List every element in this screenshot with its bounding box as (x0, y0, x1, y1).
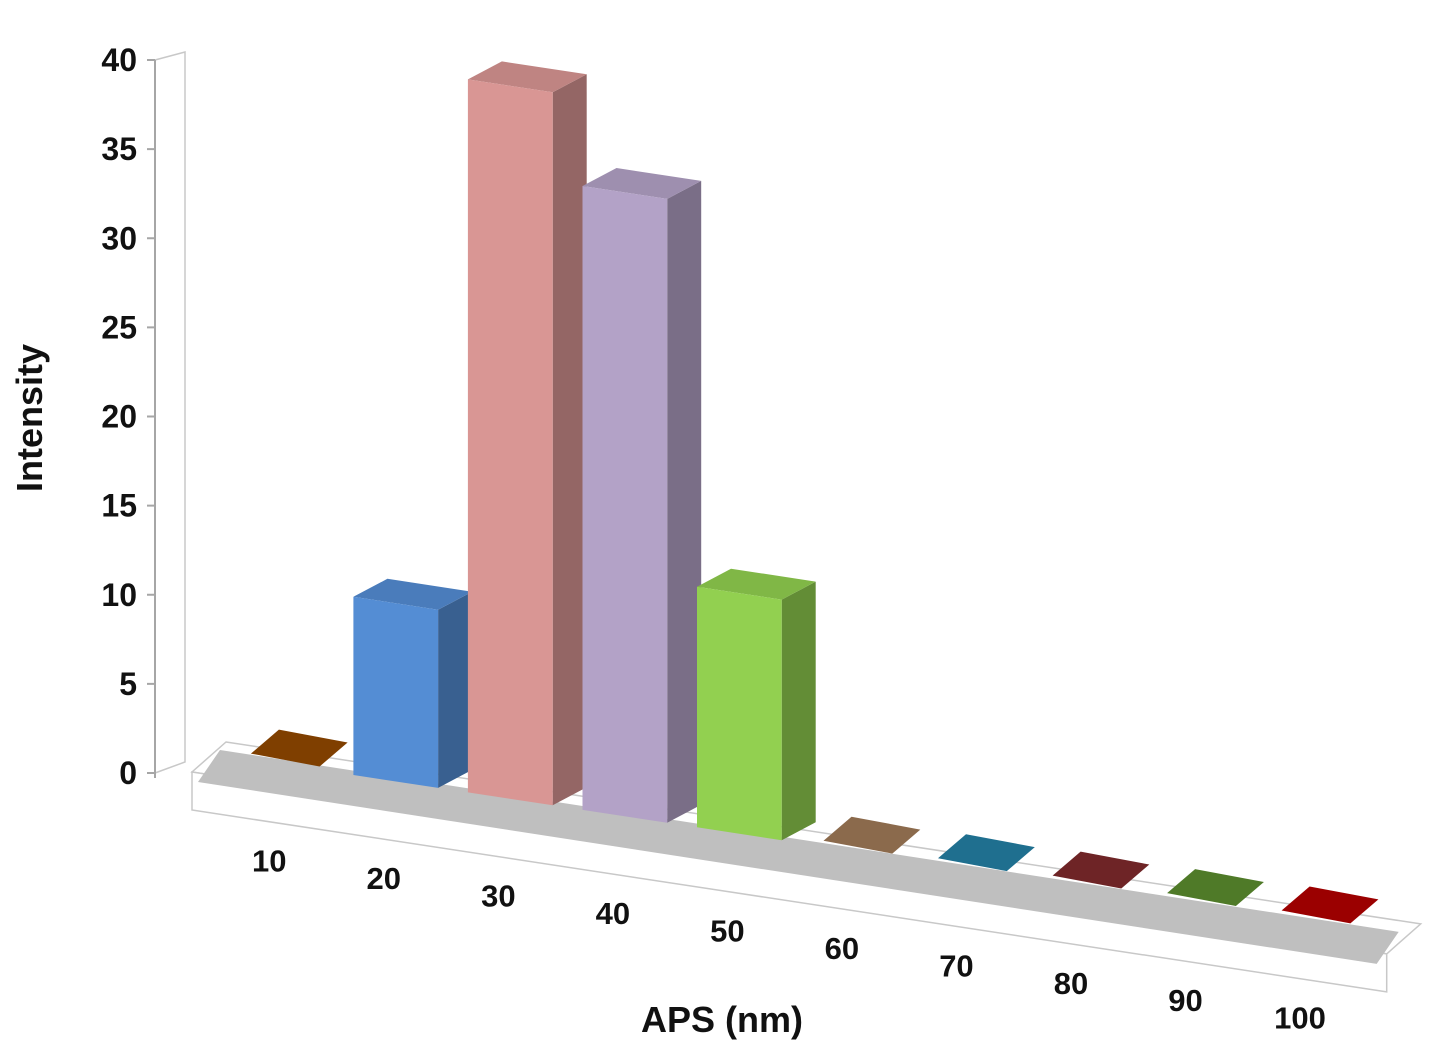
side-wall (154, 51, 186, 775)
bars (250, 61, 1379, 924)
bar-30-front (467, 79, 553, 806)
x-axis-ticks: 10 20 30 40 50 60 70 80 90 100 (252, 844, 1326, 1036)
x-tick-label: 70 (939, 948, 973, 983)
x-tick-label: 50 (710, 913, 744, 948)
y-tick-label: 30 (101, 220, 137, 256)
y-tick-label: 25 (101, 309, 137, 345)
bar-40-side (667, 180, 702, 823)
bar-30 (467, 61, 587, 806)
bar-20 (353, 578, 473, 788)
x-tick-label: 40 (596, 896, 630, 931)
x-axis-title: APS (nm) (641, 999, 803, 1040)
bar-50-front (697, 586, 782, 841)
bar-20-front (353, 596, 439, 788)
y-tick-label: 40 (101, 42, 137, 78)
y-axis-ticks: 0 5 10 15 20 25 30 35 40 (101, 42, 155, 791)
x-tick-label: 100 (1274, 1001, 1326, 1036)
x-tick-label: 30 (481, 879, 515, 914)
bar-80 (1052, 851, 1150, 889)
bar-50-side (781, 581, 816, 841)
bar-90-tile (1167, 869, 1264, 906)
bar-20-side (438, 591, 473, 788)
back-wall (154, 51, 186, 778)
bar-80-tile (1052, 851, 1150, 889)
y-tick-label: 15 (101, 488, 137, 524)
y-tick-label: 35 (101, 131, 137, 167)
x-tick-label: 60 (825, 931, 859, 966)
bar-40-top (582, 168, 702, 199)
x-tick-label: 80 (1054, 966, 1088, 1001)
x-tick-label: 90 (1168, 983, 1202, 1018)
bar-70 (938, 834, 1035, 872)
y-axis-title: Intensity (9, 344, 50, 492)
y-tick-label: 10 (101, 577, 137, 613)
bar-30-side (552, 74, 587, 806)
bar-10 (250, 729, 348, 767)
y-tick-label: 0 (119, 755, 137, 791)
x-tick-label: 10 (252, 844, 286, 879)
bar-100 (1281, 886, 1379, 924)
floor-shadow (198, 750, 1399, 964)
bar-40 (582, 168, 702, 823)
bar-50-top (697, 568, 816, 600)
bar-30-top (467, 61, 587, 93)
x-tick-label: 20 (367, 861, 401, 896)
bar-50 (697, 568, 816, 841)
bar-90 (1167, 869, 1264, 906)
bar-60-tile (823, 816, 921, 854)
bar-100-tile (1281, 886, 1379, 924)
bar-10-tile (250, 729, 348, 767)
bar-60 (823, 816, 921, 854)
y-tick-label: 20 (101, 399, 137, 435)
bar-70-tile (938, 834, 1035, 872)
y-tick-label: 5 (119, 666, 137, 702)
bar-20-top (353, 578, 473, 610)
bar-40-front (582, 186, 668, 823)
